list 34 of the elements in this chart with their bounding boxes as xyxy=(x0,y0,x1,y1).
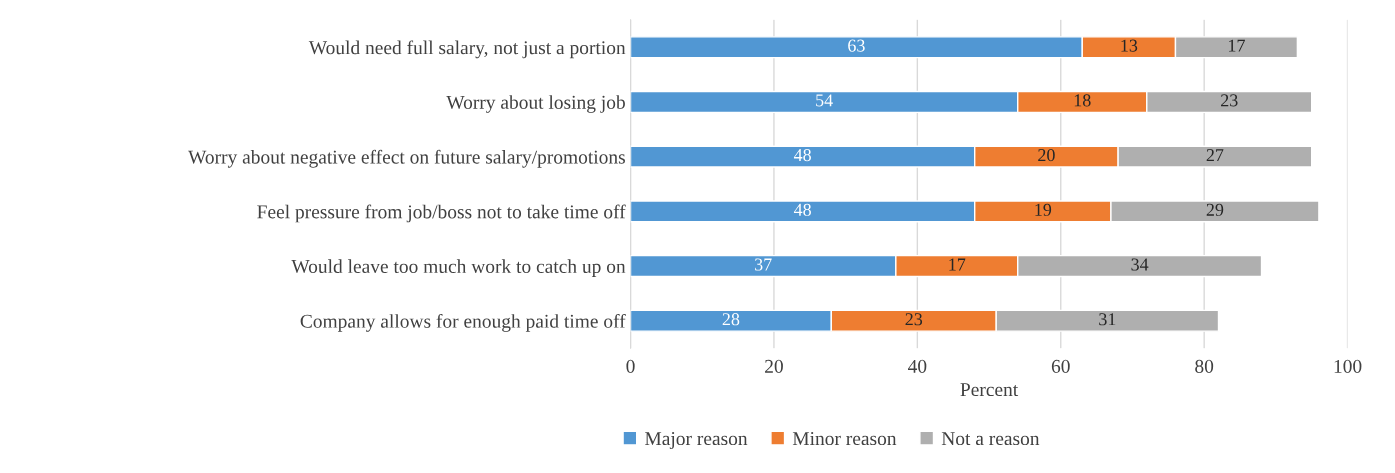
data-label: 27 xyxy=(1206,149,1224,161)
data-label: 54 xyxy=(816,94,833,107)
legend-label: Major reason xyxy=(645,432,748,450)
y-tick-label: Worry about losing job xyxy=(446,95,625,113)
data-label: 48 xyxy=(793,203,811,216)
x-tick-label: 40 xyxy=(908,359,927,373)
y-tick-label: Would need full salary, not just a portion xyxy=(308,40,626,59)
y-tick-label: Feel pressure from job/boss not to take time off xyxy=(257,204,626,223)
legend-label: Not a reason xyxy=(941,432,1040,446)
y-tick-label: Company allows for enough paid time off xyxy=(300,313,626,332)
data-label: 13 xyxy=(1121,39,1138,52)
y-tick-label: Would leave too much work to catch up on xyxy=(291,259,626,277)
data-label: 23 xyxy=(905,313,923,326)
data-label: 23 xyxy=(1221,94,1238,107)
data-label: 29 xyxy=(1206,203,1224,216)
x-tick-label: 80 xyxy=(1195,359,1214,373)
data-label: 28 xyxy=(722,313,740,326)
data-label: 34 xyxy=(1131,258,1149,271)
x-tick-label: 60 xyxy=(1051,359,1070,373)
data-label: 19 xyxy=(1035,203,1052,216)
data-label: 37 xyxy=(755,258,772,271)
x-axis-title: Percent xyxy=(960,383,1019,397)
data-label: 63 xyxy=(848,39,865,52)
x-tick-label: 20 xyxy=(765,359,783,373)
y-tick-label: Worry about negative effect on future salary/promotions xyxy=(188,149,625,168)
data-label: 17 xyxy=(949,258,966,271)
x-tick-label: 100 xyxy=(1334,359,1362,373)
data-label: 20 xyxy=(1038,148,1055,162)
legend-label: Minor reason xyxy=(792,432,897,446)
data-label: 18 xyxy=(1074,94,1091,107)
data-label: 31 xyxy=(1099,313,1116,326)
data-label: 17 xyxy=(1228,39,1245,52)
x-tick-label: 0 xyxy=(626,359,635,373)
data-label: 48 xyxy=(793,148,811,162)
